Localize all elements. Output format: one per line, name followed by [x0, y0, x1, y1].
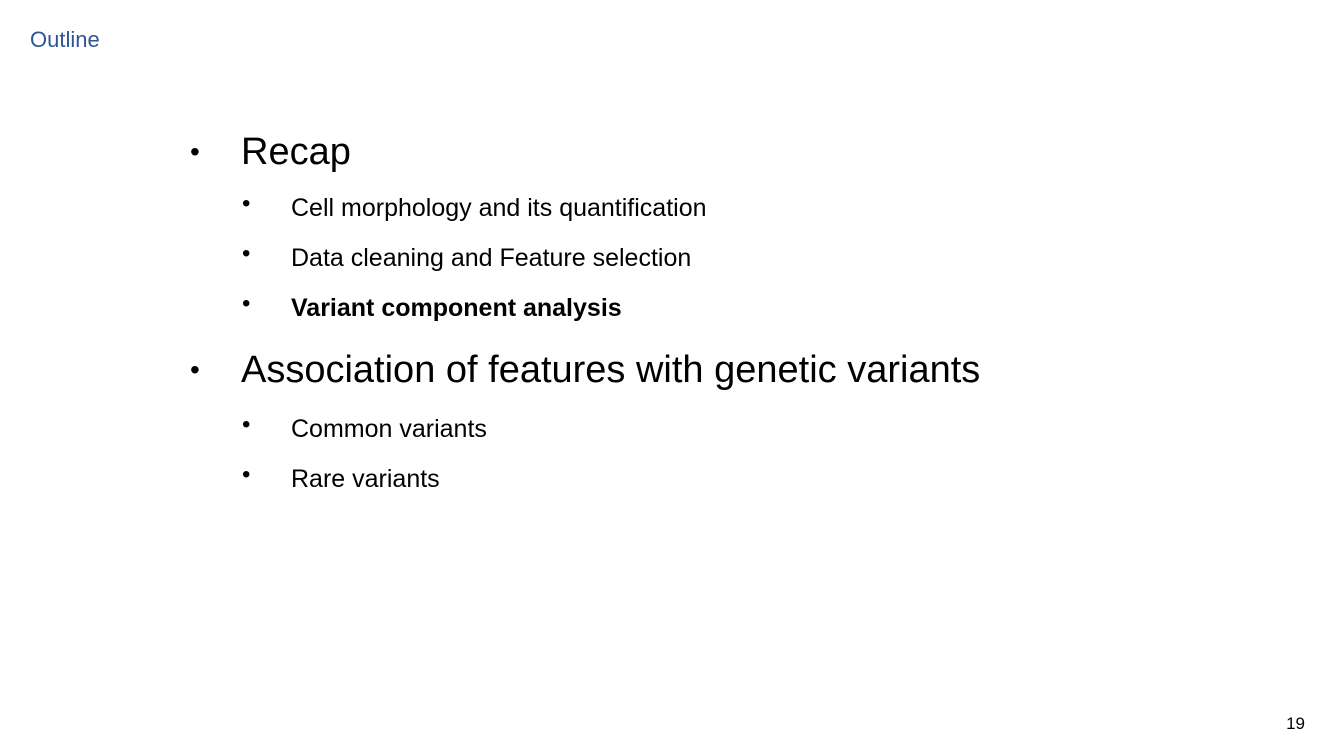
outline-subitem-label: Data cleaning and Feature selection: [291, 244, 692, 272]
slide-title: Outline: [30, 27, 100, 52]
bullet-icon: •: [242, 411, 251, 438]
bullet-icon: •: [242, 461, 251, 488]
outline-subitem-label: Cell morphology and its quantification: [291, 194, 707, 222]
bullet-icon: •: [190, 354, 200, 385]
bullet-icon: •: [242, 240, 251, 267]
outline-subitem-label-current: Variant component analysis: [291, 294, 622, 322]
page-number: 19: [1286, 714, 1305, 733]
bullet-icon: •: [242, 190, 251, 217]
bullet-icon: •: [190, 136, 200, 167]
outline-subitem-label: Common variants: [291, 415, 487, 443]
outline-subitem-label: Rare variants: [291, 465, 440, 493]
outline-item-label: Association of features with genetic var…: [241, 349, 981, 391]
bullet-icon: •: [242, 290, 251, 317]
outline-item-label: Recap: [241, 131, 351, 173]
